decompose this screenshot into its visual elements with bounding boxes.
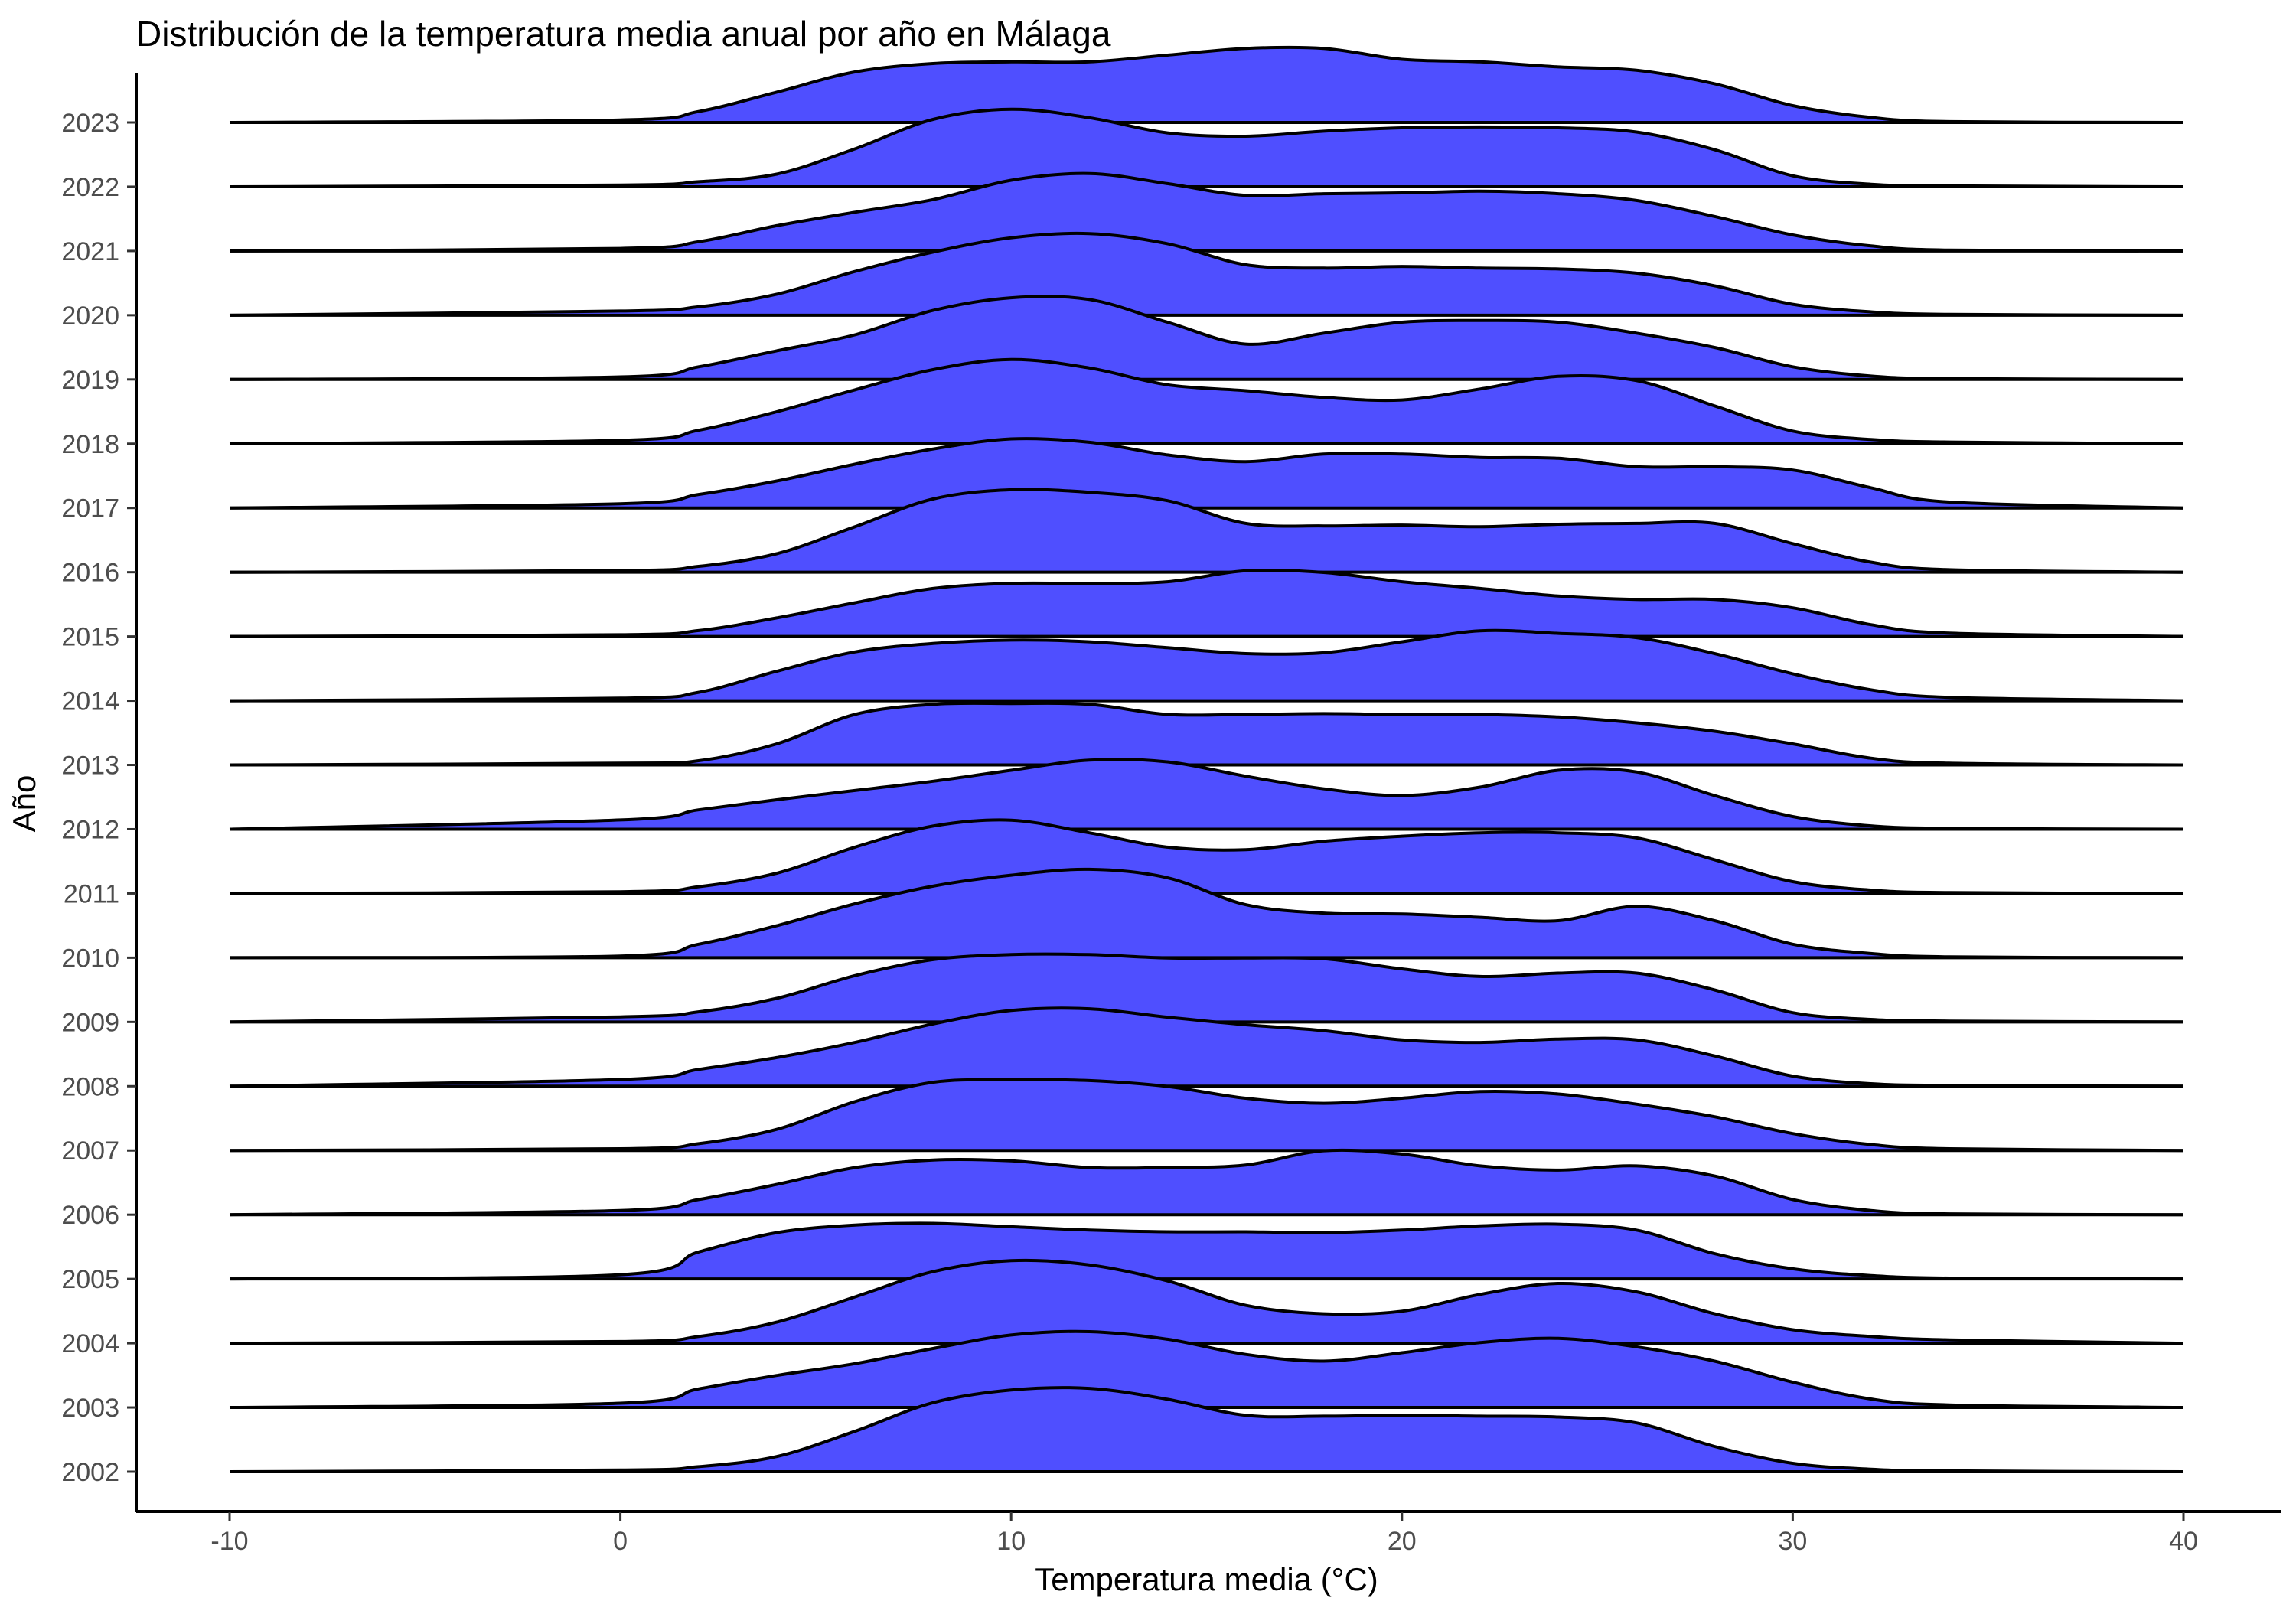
x-tick-label: -10 [210,1527,248,1556]
ridge-2002 [229,1386,2184,1473]
y-tick-label: 2009 [61,1008,119,1037]
x-tick-label: 30 [1778,1527,1807,1556]
y-tick-label: 2015 [61,623,119,652]
y-tick-label: 2019 [61,366,119,395]
y-tick-label: 2007 [61,1137,119,1166]
x-axis-ticks: -10 0 10 20 30 40 [210,1512,2198,1556]
ridge-fill-2020 [230,233,2183,315]
x-tick-label: 10 [996,1527,1026,1556]
ridge-line-2009 [229,952,2184,1024]
ridge-fill-2003 [230,1331,2183,1407]
ridge-line-2014 [229,628,2184,703]
ridge-line-2016 [229,488,2184,574]
ridges [229,45,2184,1473]
y-tick-label: 2006 [61,1201,119,1230]
ridge-fill-2011 [230,820,2183,894]
ridge-2008 [229,1006,2184,1088]
y-tick-label: 2003 [61,1394,119,1423]
y-axis-label: Año [6,775,42,833]
ridge-line-2008 [229,1006,2184,1088]
ridge-line-2020 [229,231,2184,317]
ridge-fill-2013 [230,703,2183,765]
ridge-2006 [229,1148,2184,1217]
ridge-line-2015 [229,568,2184,638]
ridge-fill-2002 [230,1388,2183,1472]
y-tick-label: 2017 [61,494,119,523]
ridge-line-2002 [229,1386,2184,1473]
ridge-2007 [229,1078,2184,1153]
ridge-fill-2023 [230,47,2183,122]
ridge-line-2010 [229,867,2184,960]
y-tick-label: 2011 [64,879,119,908]
ridge-2012 [229,758,2184,831]
y-tick-label: 2013 [61,752,119,781]
ridge-line-2021 [229,171,2184,253]
ridge-2014 [229,628,2184,703]
ridge-2013 [229,701,2184,767]
ridge-fill-2015 [230,569,2183,637]
y-tick-label: 2005 [61,1265,119,1294]
ridge-line-2012 [229,758,2184,831]
ridge-fill-2019 [230,296,2183,380]
y-tick-label: 2023 [61,109,119,138]
y-tick-label: 2010 [61,944,119,973]
ridge-2019 [229,295,2184,381]
y-tick-label: 2021 [61,237,119,266]
ridge-fill-2017 [230,439,2183,508]
ridge-line-2011 [229,818,2184,895]
ridge-fill-2021 [230,173,2183,251]
ridge-2005 [229,1221,2184,1281]
x-axis-label: Temperatura media (°C) [1035,1561,1378,1597]
ridge-fill-2014 [230,630,2183,701]
ridge-2018 [229,357,2184,445]
ridge-line-2018 [229,357,2184,445]
y-tick-label: 2016 [61,559,119,588]
y-axis-ticks: 2002 2003 2004 2005 2006 2007 2008 2009 2010 2011… [61,109,136,1487]
ridge-fill-2016 [230,489,2183,572]
ridge-2021 [229,171,2184,253]
y-tick-label: 2018 [61,430,119,459]
ridge-2011 [229,818,2184,895]
ridge-line-2019 [229,295,2184,381]
ridge-2017 [229,437,2184,510]
x-tick-label: 0 [613,1527,628,1556]
ridge-line-2004 [229,1258,2184,1345]
y-tick-label: 2020 [61,302,119,331]
ridge-2022 [229,107,2184,188]
ridge-fill-2006 [230,1150,2183,1215]
ridge-line-2003 [229,1329,2184,1409]
ridge-line-2006 [229,1148,2184,1217]
ridge-line-2007 [229,1078,2184,1153]
ridge-fill-2007 [230,1079,2183,1151]
y-tick-label: 2014 [61,687,119,716]
ridge-line-2013 [229,701,2184,767]
x-tick-label: 40 [2169,1527,2198,1556]
ridge-line-2005 [229,1221,2184,1281]
ridge-2020 [229,231,2184,317]
ridge-fill-2004 [230,1260,2183,1344]
x-tick-label: 20 [1388,1527,1417,1556]
ridge-fill-2022 [230,109,2183,187]
ridge-fill-2012 [230,759,2183,830]
y-tick-label: 2002 [61,1458,119,1487]
ridge-fill-2010 [230,869,2183,958]
ridge-fill-2018 [230,359,2183,444]
y-tick-label: 2022 [61,173,119,202]
chart-title: Distribución de la temperatura media anu… [136,14,1111,54]
ridge-line-2017 [229,437,2184,510]
ridge-2004 [229,1258,2184,1345]
ridge-fill-2005 [230,1223,2183,1280]
ridge-line-2022 [229,107,2184,188]
ridge-2009 [229,952,2184,1024]
y-tick-label: 2012 [61,815,119,844]
y-tick-label: 2008 [61,1072,119,1101]
ridge-fill-2009 [230,954,2183,1022]
ridge-line-2023 [229,45,2184,124]
y-tick-label: 2004 [61,1329,119,1358]
ridge-2016 [229,488,2184,574]
ridge-2015 [229,568,2184,638]
ridge-2023 [229,45,2184,124]
